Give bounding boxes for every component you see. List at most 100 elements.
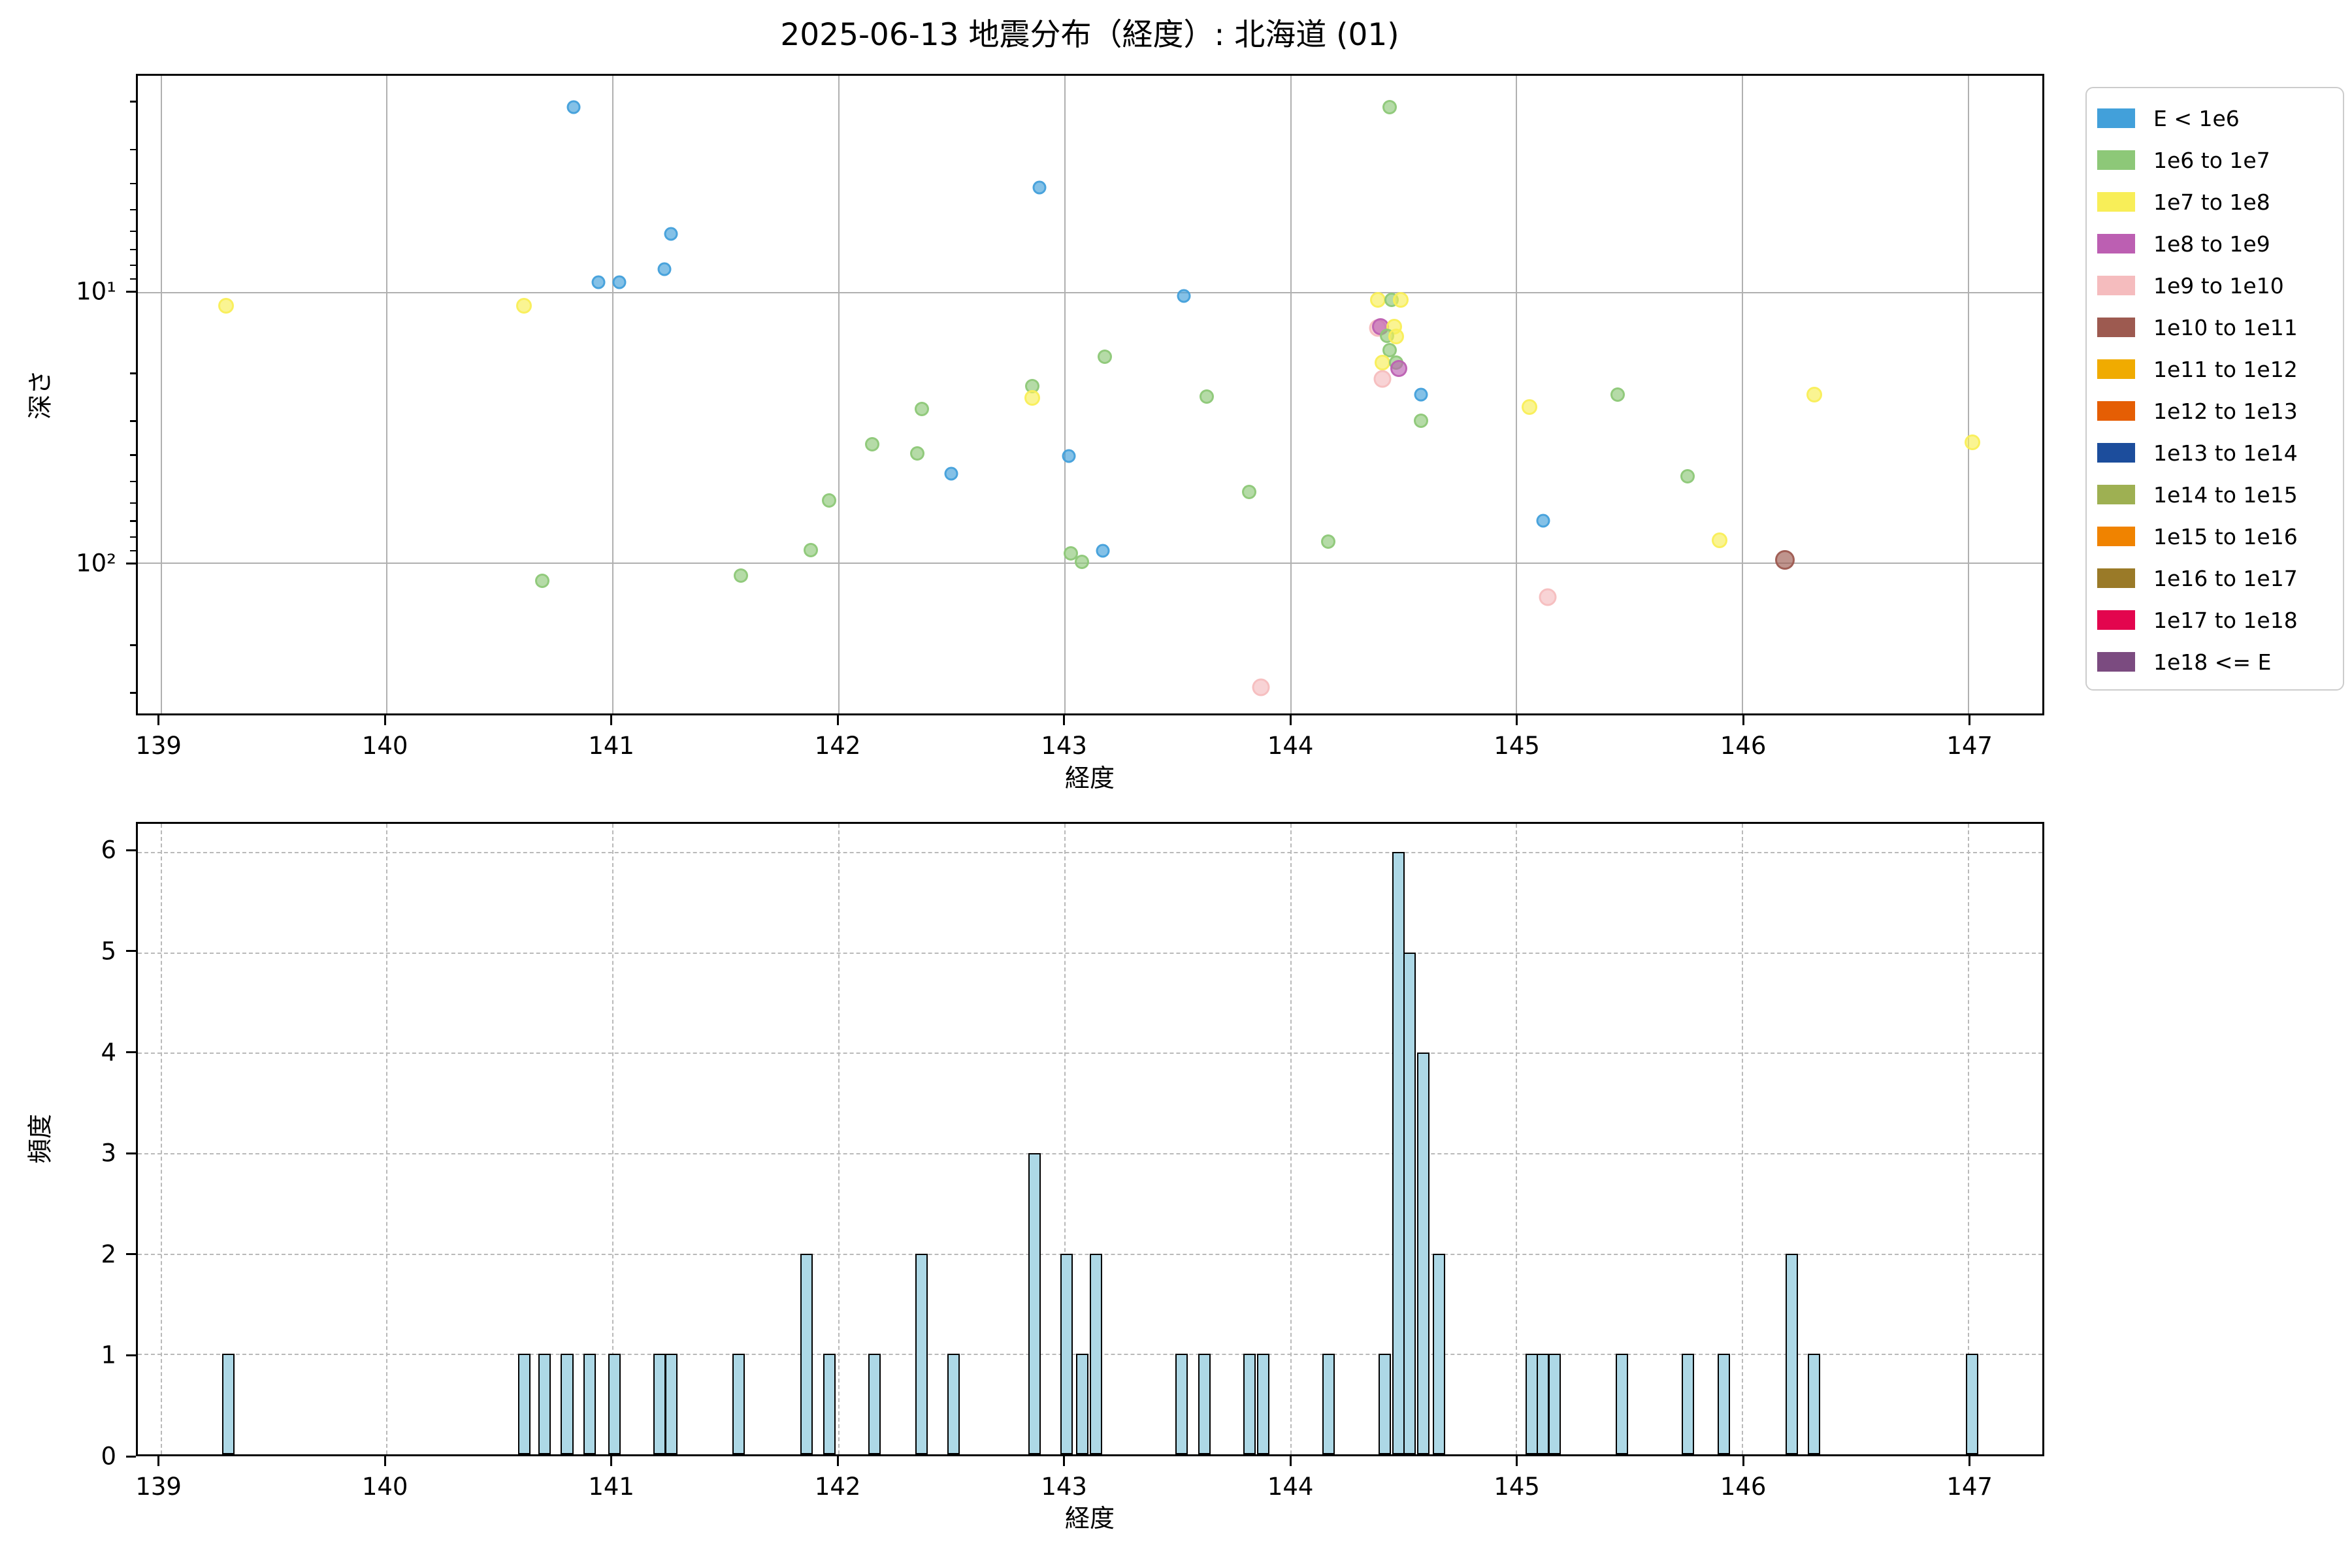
- scatter-y-minortick-3: [130, 148, 136, 151]
- scatter-point: [1024, 389, 1041, 406]
- legend-row-6: 1e11 to 1e12: [2097, 348, 2330, 390]
- hist-bar: [538, 1354, 551, 1454]
- scatter-point: [1321, 534, 1336, 549]
- legend-label-1: 1e6 to 1e7: [2153, 147, 2270, 173]
- legend-row-3: 1e8 to 1e9: [2097, 223, 2330, 265]
- scatter-y-minortick-50: [130, 480, 136, 483]
- scatter-point: [804, 542, 819, 557]
- histogram-y-axis-title: 頻度: [25, 1113, 55, 1164]
- hist-bar: [1966, 1354, 1979, 1454]
- hist-gridline-x-141: [612, 824, 614, 1454]
- scatter-point: [1064, 546, 1079, 561]
- scatter-point: [734, 568, 749, 583]
- scatter-point: [1177, 289, 1191, 303]
- hist-gridline-y-6: [138, 852, 2042, 854]
- legend-row-4: 1e9 to 1e10: [2097, 265, 2330, 306]
- hist-gridline-x-147: [1967, 824, 1969, 1454]
- scatter-point: [1252, 678, 1270, 696]
- scatter-y-minortick-70: [130, 520, 136, 522]
- hist-x-ticklabel-144: 144: [1267, 1473, 1314, 1501]
- hist-bar: [664, 1354, 678, 1454]
- legend-row-9: 1e14 to 1e15: [2097, 474, 2330, 515]
- hist-x-tick-146: [1742, 1456, 1744, 1466]
- scatter-x-ticklabel-147: 147: [1946, 732, 1993, 760]
- legend-swatch-8: [2097, 443, 2135, 463]
- hist-bar: [1537, 1354, 1550, 1454]
- scatter-point: [1062, 449, 1076, 463]
- legend-row-12: 1e17 to 1e18: [2097, 599, 2330, 641]
- scatter-x-tick-143: [1063, 715, 1066, 725]
- scatter-x-ticklabel-142: 142: [814, 732, 861, 760]
- scatter-y-minortick-20: [130, 372, 136, 374]
- scatter-point: [1097, 349, 1112, 364]
- hist-y-ticklabel-2: 2: [101, 1240, 116, 1269]
- legend-row-11: 1e16 to 1e17: [2097, 557, 2330, 599]
- hist-bar: [1392, 852, 1405, 1454]
- hist-y-ticklabel-3: 3: [101, 1139, 116, 1168]
- scatter-point: [1774, 549, 1795, 570]
- scatter-point: [1964, 434, 1980, 451]
- scatter-point: [516, 297, 532, 314]
- legend-label-12: 1e17 to 1e18: [2153, 607, 2298, 633]
- hist-x-ticklabel-145: 145: [1494, 1473, 1540, 1501]
- scatter-gridline-x-147: [1967, 76, 1969, 713]
- histogram-plot: [136, 822, 2044, 1456]
- legend-swatch-6: [2097, 359, 2135, 379]
- scatter-x-ticklabel-146: 146: [1720, 732, 1767, 760]
- legend-swatch-7: [2097, 401, 2135, 421]
- scatter-x-tick-139: [157, 715, 160, 725]
- hist-gridline-x-142: [838, 824, 840, 1454]
- hist-x-tick-140: [384, 1456, 386, 1466]
- hist-bar: [1243, 1354, 1256, 1454]
- legend-row-13: 1e18 <= E: [2097, 641, 2330, 683]
- scatter-point: [1711, 532, 1727, 549]
- scatter-point: [1370, 292, 1386, 308]
- scatter-point: [822, 493, 837, 508]
- scatter-x-tick-140: [384, 715, 386, 725]
- scatter-y-minortick-8: [130, 264, 136, 267]
- scatter-y-tick-100: [126, 562, 136, 564]
- scatter-point: [1539, 588, 1557, 606]
- histogram-plot-area: [138, 824, 2042, 1454]
- legend-row-7: 1e12 to 1e13: [2097, 390, 2330, 432]
- legend: E < 1e6 1e6 to 1e7 1e7 to 1e8 1e8 to 1e9 1e9…: [2085, 87, 2344, 691]
- scatter-point: [1096, 544, 1110, 558]
- scatter-point: [1242, 485, 1257, 500]
- hist-y-ticklabel-5: 5: [101, 937, 116, 966]
- hist-y-tick-6: [126, 849, 136, 851]
- hist-y-tick-0: [126, 1455, 136, 1458]
- scatter-point: [1375, 354, 1391, 370]
- hist-gridline-x-145: [1516, 824, 1518, 1454]
- scatter-y-minortick-5: [130, 208, 136, 211]
- scatter-gridline-x-146: [1742, 76, 1744, 713]
- hist-bar: [1785, 1253, 1798, 1454]
- scatter-point: [1536, 514, 1550, 528]
- hist-bar: [800, 1253, 813, 1454]
- hist-x-ticklabel-139: 139: [135, 1473, 182, 1501]
- hist-bar: [1322, 1354, 1335, 1454]
- hist-y-tick-2: [126, 1253, 136, 1256]
- hist-x-ticklabel-141: 141: [588, 1473, 634, 1501]
- legend-label-4: 1e9 to 1e10: [2153, 272, 2284, 299]
- scatter-point: [1373, 370, 1392, 388]
- scatter-point: [1522, 399, 1538, 415]
- legend-swatch-9: [2097, 485, 2135, 504]
- hist-bar: [608, 1354, 621, 1454]
- hist-y-ticklabel-4: 4: [101, 1038, 116, 1067]
- legend-swatch-3: [2097, 234, 2135, 253]
- scatter-y-minortick-90: [130, 549, 136, 552]
- legend-swatch-1: [2097, 150, 2135, 170]
- legend-row-2: 1e7 to 1e8: [2097, 181, 2330, 223]
- legend-swatch-10: [2097, 527, 2135, 546]
- legend-swatch-13: [2097, 652, 2135, 672]
- legend-swatch-2: [2097, 192, 2135, 212]
- scatter-point: [1390, 360, 1407, 378]
- legend-label-3: 1e8 to 1e9: [2153, 231, 2270, 257]
- hist-y-ticklabel-1: 1: [101, 1341, 116, 1369]
- hist-x-tick-147: [1968, 1456, 1971, 1466]
- hist-x-tick-144: [1289, 1456, 1292, 1466]
- scatter-point: [1075, 554, 1090, 569]
- scatter-y-minortick-40: [130, 454, 136, 456]
- scatter-point: [1392, 292, 1409, 308]
- scatter-point: [914, 401, 929, 416]
